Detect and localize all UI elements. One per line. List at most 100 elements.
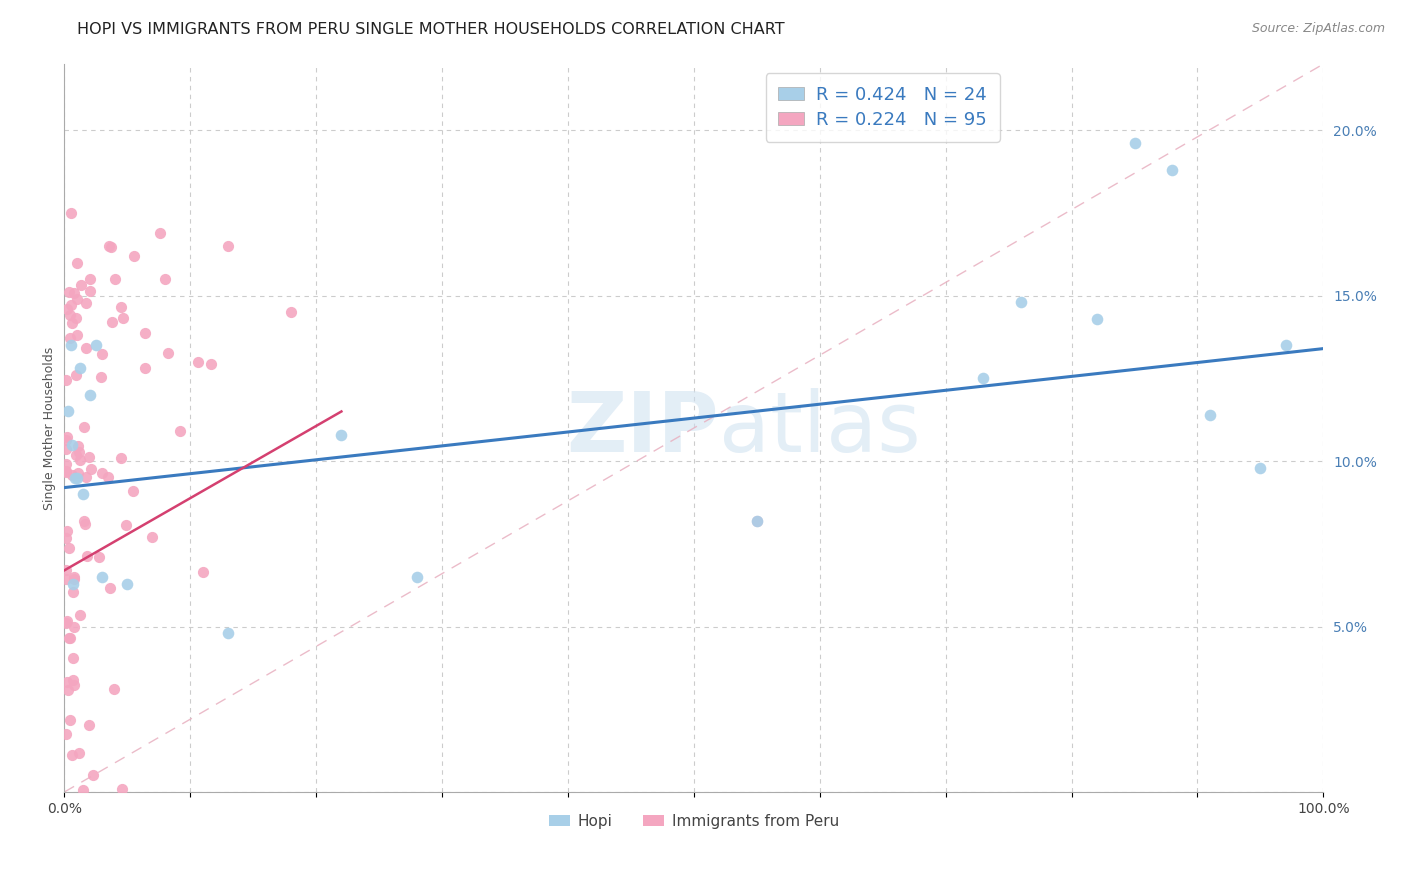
Point <box>69 361 91 376</box>
Point <box>1161 163 1184 178</box>
Point <box>62 576 84 591</box>
Point <box>55 727 77 741</box>
Point <box>70 278 93 293</box>
Point <box>65 448 87 462</box>
Point <box>73 516 96 531</box>
Point <box>84 338 107 352</box>
Legend: Hopi, Immigrants from Peru: Hopi, Immigrants from Peru <box>543 808 845 835</box>
Point <box>56 524 79 538</box>
Point <box>77 718 100 732</box>
Point <box>60 747 83 762</box>
Point <box>55 531 77 545</box>
Point <box>67 439 90 453</box>
Point <box>58 683 80 698</box>
Point <box>55 457 77 471</box>
Point <box>75 295 97 310</box>
Point <box>67 444 90 458</box>
Point <box>117 576 139 591</box>
Point <box>63 470 86 484</box>
Point <box>62 673 84 688</box>
Point <box>69 608 91 623</box>
Text: Source: ZipAtlas.com: Source: ZipAtlas.com <box>1251 22 1385 36</box>
Point <box>79 284 101 298</box>
Point <box>110 450 132 465</box>
Y-axis label: Single Mother Households: Single Mother Households <box>44 346 56 509</box>
Point <box>65 368 87 383</box>
Point <box>1123 136 1146 151</box>
Text: HOPI VS IMMIGRANTS FROM PERU SINGLE MOTHER HOUSEHOLDS CORRELATION CHART: HOPI VS IMMIGRANTS FROM PERU SINGLE MOTH… <box>77 22 785 37</box>
Point <box>67 467 90 481</box>
Point <box>63 678 86 692</box>
Point <box>111 781 134 796</box>
Point <box>60 467 83 482</box>
Point <box>59 309 82 323</box>
Point <box>59 713 82 727</box>
Point <box>65 311 87 326</box>
Point <box>75 341 97 355</box>
Point <box>66 255 89 269</box>
Point <box>58 541 80 555</box>
Point <box>65 328 87 343</box>
Point <box>330 427 353 442</box>
Point <box>157 346 180 360</box>
Point <box>62 585 84 599</box>
Point <box>73 514 96 528</box>
Point <box>55 674 77 689</box>
Point <box>55 615 77 630</box>
Point <box>169 425 191 439</box>
Point <box>97 470 120 484</box>
Point <box>63 572 86 586</box>
Point <box>66 470 89 484</box>
Point <box>217 239 239 253</box>
Point <box>141 529 163 543</box>
Point <box>745 514 768 528</box>
Point <box>72 783 94 797</box>
Point <box>56 302 79 317</box>
Point <box>280 305 302 319</box>
Point <box>59 331 82 345</box>
Point <box>122 484 145 499</box>
Point <box>55 465 77 479</box>
Point <box>103 681 125 696</box>
Point <box>63 286 86 301</box>
Point <box>1010 295 1032 310</box>
Point <box>101 315 124 329</box>
Point <box>55 442 77 456</box>
Point <box>59 298 82 312</box>
Point <box>66 293 89 307</box>
Point <box>60 437 83 451</box>
Point <box>72 487 94 501</box>
Text: ZIP: ZIP <box>567 387 718 468</box>
Point <box>55 572 77 586</box>
Point <box>745 514 768 528</box>
Point <box>98 581 121 595</box>
Point <box>90 370 112 384</box>
Point <box>122 249 145 263</box>
Point <box>62 620 84 634</box>
Point <box>55 563 77 577</box>
Point <box>200 357 222 371</box>
Point <box>59 631 82 645</box>
Point <box>56 430 79 444</box>
Point <box>1249 460 1271 475</box>
Point <box>134 361 156 376</box>
Point <box>82 768 104 782</box>
Point <box>110 300 132 314</box>
Point <box>153 272 176 286</box>
Point <box>100 240 122 254</box>
Point <box>69 453 91 467</box>
Point <box>59 338 82 352</box>
Point <box>59 206 82 220</box>
Point <box>104 272 127 286</box>
Point <box>89 549 111 564</box>
Point <box>55 464 77 478</box>
Point <box>217 626 239 640</box>
Point <box>58 632 80 646</box>
Point <box>1199 408 1222 422</box>
Point <box>58 404 80 418</box>
Point <box>79 272 101 286</box>
Point <box>134 326 156 340</box>
Point <box>91 466 114 480</box>
Point <box>55 614 77 628</box>
Point <box>60 317 83 331</box>
